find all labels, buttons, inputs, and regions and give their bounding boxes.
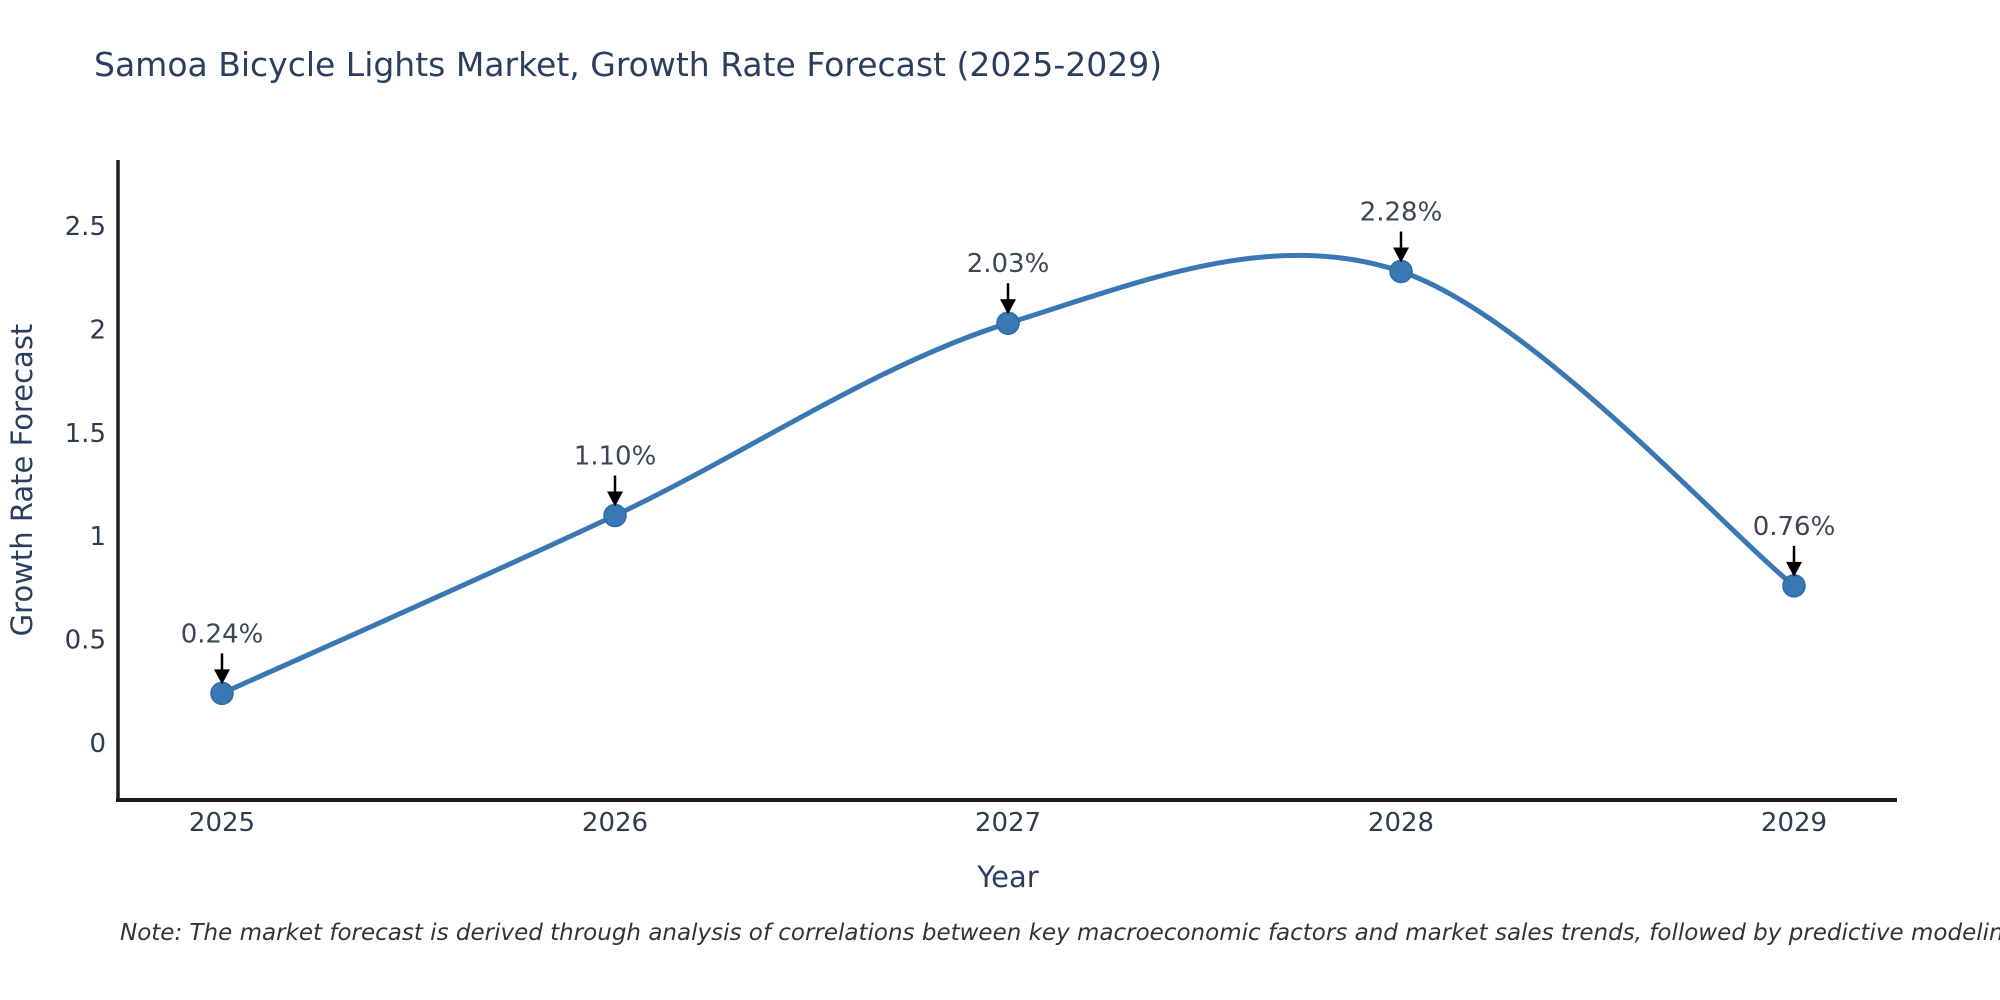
axes — [116, 160, 1897, 802]
x-axis-ticks: 2025 2026 2027 2028 2029 — [189, 808, 1827, 838]
value-label: 2.28% — [1360, 197, 1443, 227]
value-label: 2.03% — [967, 249, 1050, 279]
y-tick-label: 0.5 — [65, 626, 106, 656]
value-label: 0.24% — [181, 619, 264, 649]
annotation-arrow-head — [1000, 299, 1016, 315]
annotation-arrow-head — [1393, 247, 1409, 263]
x-tick-label: 2028 — [1368, 808, 1434, 838]
y-axis-title: Growth Rate Forecast — [5, 324, 39, 637]
x-tick-label: 2027 — [975, 808, 1041, 838]
x-tick-label: 2029 — [1761, 808, 1827, 838]
annotation-arrow-head — [1786, 561, 1802, 577]
data-point-marker[interactable] — [996, 311, 1020, 335]
y-tick-label: 1.5 — [65, 419, 106, 449]
data-points — [210, 259, 1806, 706]
data-point-marker[interactable] — [603, 503, 627, 528]
annotation-arrow-head — [214, 669, 230, 685]
chart-title: Samoa Bicycle Lights Market, Growth Rate… — [94, 45, 1162, 84]
y-tick-label: 2 — [89, 315, 106, 345]
data-point-marker[interactable] — [1782, 574, 1806, 598]
data-point-marker[interactable] — [1389, 259, 1413, 284]
y-tick-label: 0 — [89, 729, 106, 759]
data-point-marker[interactable] — [210, 681, 234, 706]
footnote: Note: The market forecast is derived thr… — [120, 920, 2000, 946]
annotation-arrow-head — [607, 491, 623, 507]
value-label: 1.10% — [574, 442, 657, 472]
x-tick-label: 2025 — [189, 808, 255, 838]
y-tick-label: 1 — [89, 522, 106, 552]
x-tick-label: 2026 — [582, 808, 648, 838]
value-label: 0.76% — [1753, 512, 1836, 542]
y-axis-ticks: 0 0.5 1 1.5 2 2.5 — [65, 212, 106, 759]
y-tick-label: 2.5 — [65, 212, 106, 242]
x-axis-title: Year — [976, 860, 1038, 894]
value-annotations: 0.24% 1.10% 2.03% 2.28% 0.76% — [181, 197, 1836, 685]
